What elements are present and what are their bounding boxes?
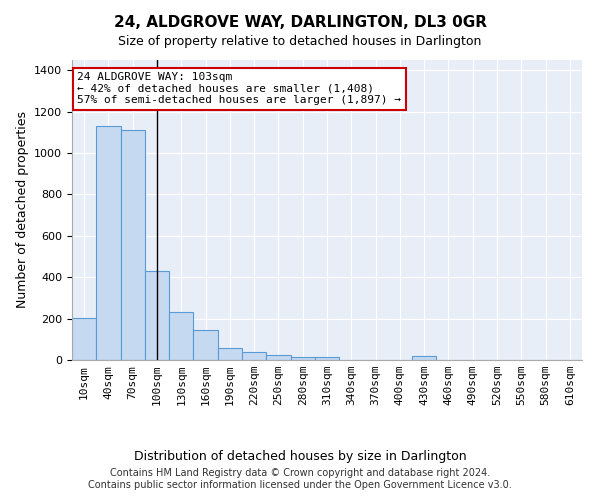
Bar bbox=[242, 352, 266, 360]
Bar bbox=[412, 356, 436, 360]
Bar bbox=[266, 356, 290, 360]
Text: 24 ALDGROVE WAY: 103sqm
← 42% of detached houses are smaller (1,408)
57% of semi: 24 ALDGROVE WAY: 103sqm ← 42% of detache… bbox=[77, 72, 401, 105]
Bar bbox=[193, 330, 218, 360]
Bar bbox=[315, 357, 339, 360]
Text: 24, ALDGROVE WAY, DARLINGTON, DL3 0GR: 24, ALDGROVE WAY, DARLINGTON, DL3 0GR bbox=[113, 15, 487, 30]
Bar bbox=[121, 130, 145, 360]
Text: Distribution of detached houses by size in Darlington: Distribution of detached houses by size … bbox=[134, 450, 466, 463]
Bar bbox=[218, 348, 242, 360]
Bar bbox=[169, 312, 193, 360]
Text: Contains HM Land Registry data © Crown copyright and database right 2024.
Contai: Contains HM Land Registry data © Crown c… bbox=[88, 468, 512, 490]
Y-axis label: Number of detached properties: Number of detached properties bbox=[16, 112, 29, 308]
Bar bbox=[96, 126, 121, 360]
Bar bbox=[145, 271, 169, 360]
Bar bbox=[72, 318, 96, 360]
Bar bbox=[290, 357, 315, 360]
Text: Size of property relative to detached houses in Darlington: Size of property relative to detached ho… bbox=[118, 35, 482, 48]
